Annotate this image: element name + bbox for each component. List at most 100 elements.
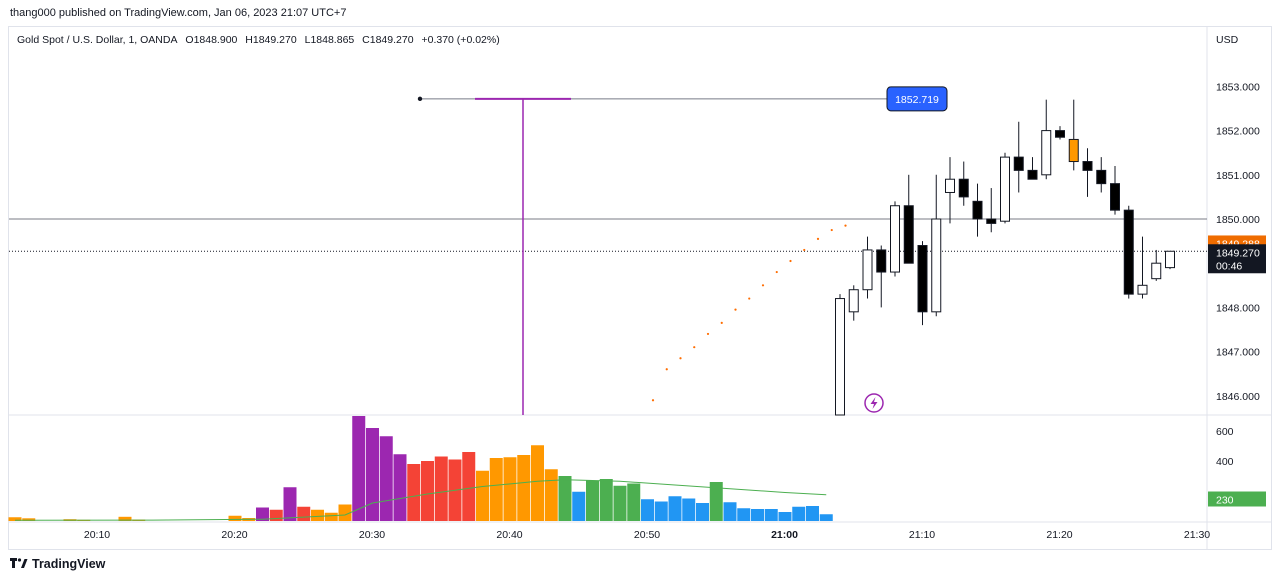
volume-bar bbox=[421, 461, 434, 521]
legend-open: O1848.900 bbox=[185, 34, 238, 46]
candle-body bbox=[1013, 156, 1024, 171]
time-tick-label: 20:10 bbox=[84, 529, 110, 541]
projection-dot bbox=[693, 346, 696, 349]
last-price-badge bbox=[1208, 244, 1266, 274]
volume-bar bbox=[682, 498, 696, 521]
projection-dot bbox=[706, 332, 710, 336]
projection-dot bbox=[789, 259, 792, 263]
projection-dot bbox=[734, 308, 737, 311]
volume-tick-label: 400 bbox=[1216, 456, 1234, 468]
volume-bar bbox=[462, 452, 476, 521]
publication-caption: thang000 published on TradingView.com, J… bbox=[10, 7, 347, 19]
volume-bar bbox=[613, 485, 627, 521]
time-tick-label: 20:30 bbox=[359, 529, 385, 541]
volume-bar bbox=[737, 508, 751, 521]
last-price-badge-text: 00:46 bbox=[1216, 260, 1242, 272]
volume-bar bbox=[751, 509, 764, 521]
volume-bar bbox=[311, 509, 324, 521]
candle-body bbox=[835, 298, 845, 416]
volume-bar bbox=[599, 479, 613, 521]
volume-bar bbox=[269, 509, 283, 521]
volume-bar bbox=[627, 483, 641, 521]
candle-body bbox=[917, 245, 928, 313]
volume-bar bbox=[476, 470, 489, 521]
volume-bar bbox=[531, 445, 544, 521]
volume-bar bbox=[434, 456, 448, 521]
volume-bar bbox=[118, 516, 132, 521]
volume-bar bbox=[8, 517, 22, 521]
price-tick-label: 1851.000 bbox=[1216, 170, 1260, 182]
candle-body bbox=[972, 200, 983, 220]
price-tick-label: 1853.000 bbox=[1216, 81, 1260, 93]
price-tick-label: 1846.000 bbox=[1216, 391, 1260, 403]
tradingview-logo-icon bbox=[10, 558, 28, 568]
volume-bar bbox=[723, 502, 737, 521]
price-axis-unit[interactable]: USD bbox=[1216, 34, 1239, 46]
time-tick-label: 21:20 bbox=[1046, 529, 1072, 541]
candle-body bbox=[1096, 169, 1107, 185]
candle-body bbox=[1151, 262, 1162, 280]
projection-dot bbox=[830, 228, 833, 232]
volume-bar bbox=[696, 503, 709, 521]
time-tick-label: 20:50 bbox=[634, 529, 660, 541]
volume-bar bbox=[393, 454, 407, 521]
candle-body bbox=[890, 205, 900, 273]
legend-close: C1849.270 bbox=[362, 34, 414, 46]
chart-frame bbox=[8, 26, 1272, 550]
projection-dot bbox=[816, 237, 820, 240]
footer-brand: TradingView bbox=[32, 557, 106, 571]
candle-body bbox=[958, 178, 969, 198]
volume-bar bbox=[819, 514, 833, 521]
volume-bar bbox=[654, 501, 668, 521]
volume-tick-label: 600 bbox=[1216, 426, 1234, 438]
candle-body bbox=[945, 178, 955, 193]
projection-dot bbox=[665, 368, 668, 371]
volume-bar bbox=[764, 509, 778, 521]
projection-dot bbox=[720, 321, 723, 324]
volume-bar bbox=[709, 482, 723, 521]
candle-body bbox=[931, 218, 942, 313]
legend-symbol[interactable]: Gold Spot / U.S. Dollar, 1, OANDA bbox=[17, 34, 178, 46]
candle-body bbox=[1137, 284, 1148, 295]
candle-body bbox=[1055, 130, 1065, 138]
projection-dot bbox=[651, 399, 655, 402]
volume-bar bbox=[668, 496, 682, 521]
volume-bar bbox=[641, 499, 654, 521]
volume-bar bbox=[792, 506, 806, 521]
price-tick-label: 1850.000 bbox=[1216, 214, 1260, 226]
candle-body bbox=[848, 289, 859, 313]
volume-bar bbox=[778, 512, 792, 521]
candle-body bbox=[1110, 183, 1120, 211]
volume-bar bbox=[297, 506, 311, 521]
projection-dot bbox=[844, 224, 847, 227]
projection-dot bbox=[803, 248, 806, 252]
candle-body bbox=[986, 218, 997, 224]
candle-body bbox=[1123, 209, 1134, 295]
time-tick-label: 21:10 bbox=[909, 529, 935, 541]
candle-body bbox=[1027, 169, 1038, 180]
legend-low: L1848.865 bbox=[304, 34, 355, 46]
price-tick-label: 1852.000 bbox=[1216, 126, 1260, 138]
volume-bar bbox=[517, 455, 531, 521]
projection-dot bbox=[748, 297, 751, 300]
time-tick-label: 21:30 bbox=[1184, 529, 1210, 541]
candle-body bbox=[1068, 138, 1079, 163]
level-line-anchor bbox=[417, 96, 423, 102]
time-tick-label: 20:40 bbox=[496, 529, 522, 541]
price-tick-label: 1847.000 bbox=[1216, 347, 1260, 359]
volume-value-badge-text: 230 bbox=[1216, 495, 1234, 507]
volume-bar bbox=[806, 506, 819, 521]
candle-body bbox=[1082, 161, 1093, 171]
volume-bar bbox=[558, 476, 572, 521]
projection-dot bbox=[775, 270, 778, 274]
last-price-badge-text: 1849.270 bbox=[1216, 247, 1260, 259]
volume-bar bbox=[572, 491, 586, 521]
tradingview-footer: TradingView bbox=[10, 557, 105, 571]
candle-body bbox=[1041, 130, 1052, 176]
candle-body bbox=[876, 249, 887, 273]
volume-bar bbox=[489, 458, 503, 521]
projection-dot bbox=[761, 284, 765, 287]
candle-body bbox=[903, 205, 914, 264]
volume-bar bbox=[379, 436, 393, 521]
